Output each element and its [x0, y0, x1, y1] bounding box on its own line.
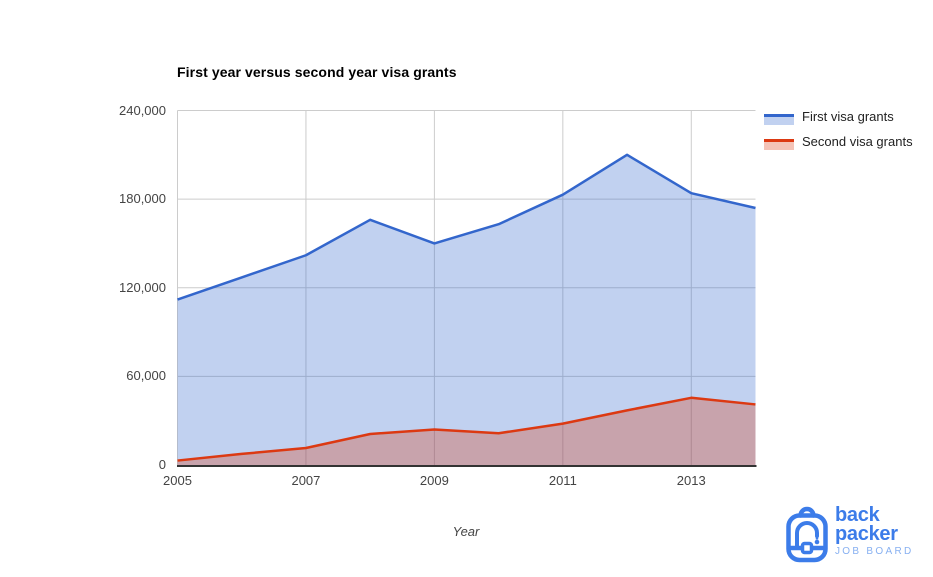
legend-swatch-fill [764, 142, 794, 150]
y-tick-label: 0 [158, 457, 166, 472]
y-tick-label: 60,000 [126, 368, 166, 384]
y-tick-label: 120,000 [119, 279, 166, 295]
logo-word-packer: packer [835, 523, 898, 545]
legend-swatch-fill [764, 117, 794, 125]
x-tick-label: 2011 [548, 473, 577, 488]
legend-item-second-visa-grants: Second visa grants [764, 133, 932, 151]
legend-swatch-first-icon [764, 114, 794, 125]
backpacker-logo: back packer JOB BOARD [786, 504, 914, 563]
x-tick-label: 2009 [419, 473, 449, 488]
logo-word-back: back [835, 504, 880, 526]
y-tick-label: 180,000 [119, 191, 166, 207]
x-axis-title: Year [452, 524, 480, 539]
y-tick-label: 240,000 [119, 102, 166, 118]
legend-swatch-second-icon [764, 139, 794, 150]
legend: First visa grants Second visa grants [764, 108, 932, 158]
x-tick-label: 2007 [291, 473, 321, 488]
logo-subtext: JOB BOARD [835, 546, 914, 557]
logo-text: back packer JOB BOARD [835, 504, 914, 557]
legend-label-second: Second visa grants [802, 134, 913, 149]
x-tick-label: 2005 [163, 473, 192, 488]
chart-title: First year versus second year visa grant… [177, 64, 457, 80]
legend-item-first-visa-grants: First visa grants [764, 108, 932, 126]
legend-label-first: First visa grants [802, 109, 894, 124]
backpack-icon [786, 506, 828, 563]
legend-swatch-line [764, 114, 794, 117]
legend-swatch-line [764, 139, 794, 142]
x-tick-label: 2013 [676, 473, 706, 488]
